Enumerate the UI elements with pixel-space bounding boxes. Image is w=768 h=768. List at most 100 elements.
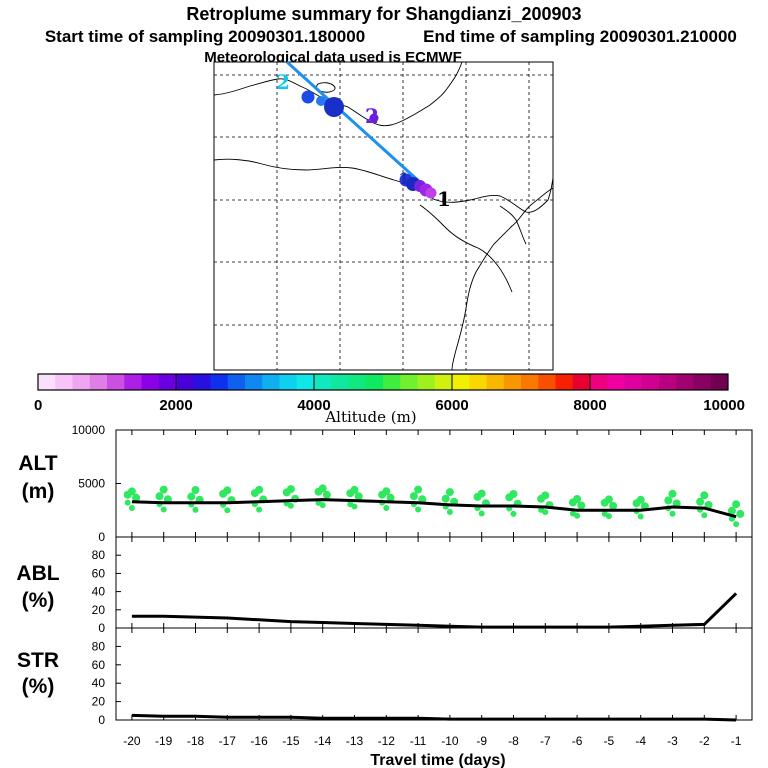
altitude-point (286, 485, 295, 494)
colorbar-cell (590, 374, 608, 390)
altitude-point (669, 510, 676, 517)
altitude-point (446, 509, 453, 515)
y-tick-label: 0 (98, 621, 105, 635)
altitude-point (601, 510, 608, 517)
colorbar-cell (641, 374, 660, 390)
colorbar-cell (141, 374, 160, 390)
panel-frame (115, 627, 753, 721)
altitude-point (132, 493, 141, 502)
y-tick-label: 0 (98, 713, 105, 727)
altitude-point (128, 505, 135, 511)
x-tick-label: -3 (667, 734, 678, 748)
altitude-point (160, 506, 167, 513)
altitude-point (704, 501, 713, 509)
colorbar-cell (38, 374, 56, 390)
colorbar-cell (348, 374, 367, 390)
altitude-point (191, 486, 200, 494)
panel-ylabel-unit: (%) (22, 675, 55, 698)
altitude-point (541, 491, 550, 500)
altitude-point (664, 496, 673, 505)
colorbar-cell (693, 374, 712, 390)
colorbar-cell (624, 374, 643, 390)
altitude-point (382, 487, 391, 496)
x-tick-label: -14 (314, 734, 332, 748)
plume-marker (425, 187, 437, 199)
colorbar-cell (538, 374, 556, 390)
altitude-colorbar: 0 2000 4000 6000 8000 10000 Altitude (m) (34, 373, 745, 426)
colorbar-cell (176, 374, 194, 390)
map-frame (213, 61, 554, 371)
colorbar-tick-label: 2000 (159, 397, 192, 414)
colorbar-cell (486, 374, 505, 390)
altitude-point (510, 510, 517, 517)
colorbar-cell (469, 374, 487, 390)
colorbar-cell (296, 374, 315, 390)
colorbar-cell (503, 374, 522, 390)
panel-ylabel: STR (17, 649, 59, 672)
x-tick-label: -1 (731, 734, 742, 748)
colorbar-cell (193, 374, 211, 390)
colorbar-cell (262, 374, 280, 390)
colorbar-cell (383, 374, 401, 390)
colorbar-cell (314, 374, 332, 390)
altitude-point (441, 494, 450, 503)
x-tick-label: -15 (282, 734, 300, 748)
colorbar-cell (607, 374, 625, 390)
y-tick-label: 80 (92, 548, 106, 562)
colorbar-cell (158, 374, 177, 390)
colorbar-cell (521, 374, 539, 390)
altitude-point (668, 489, 677, 498)
map-label-end: 1 (437, 187, 451, 211)
altitude-point (127, 487, 136, 496)
x-tick-label: -10 (441, 734, 459, 748)
altitude-point (569, 510, 576, 517)
y-tick-label: 20 (92, 603, 106, 617)
panel-frame (115, 429, 753, 538)
altitude-point (155, 492, 164, 501)
x-axis-label: Travel time (days) (370, 752, 505, 768)
altitude-point (350, 485, 359, 494)
colorbar-tick-label: 10000 (703, 397, 745, 414)
altitude-point (347, 501, 354, 508)
altitude-point (604, 495, 613, 504)
colorbar-cell (555, 374, 574, 390)
str-line (131, 713, 737, 722)
x-tick-label: -20 (123, 734, 141, 748)
x-tick-label: -9 (476, 734, 487, 748)
altitude-point (322, 490, 331, 499)
colorbar-cell (659, 374, 677, 390)
panel-ylabel: ABL (16, 562, 59, 585)
altitude-point (732, 500, 741, 509)
colorbar-cell (710, 374, 729, 390)
altitude-point (609, 501, 618, 510)
colorbar-frame (37, 373, 729, 391)
altitude-point (478, 510, 485, 517)
x-tick-label: -4 (635, 734, 646, 748)
x-tick-label: -12 (378, 734, 396, 748)
trajectory-map: 2 2 1 1 (213, 60, 554, 371)
altitude-point (386, 493, 395, 502)
altitude-point (736, 509, 745, 518)
altitude-point (418, 495, 427, 504)
colorbar-tick-label: 6000 (435, 397, 468, 414)
y-tick-label: 80 (92, 639, 106, 653)
altitude-point (701, 512, 708, 519)
trajectory-track (285, 60, 434, 195)
plume-marker (324, 97, 344, 117)
plume-marker (316, 96, 326, 106)
colorbar-cell (227, 374, 246, 390)
altitude-point (315, 499, 322, 506)
y-tick-label: 60 (92, 566, 106, 580)
map-label-cluster: 1 (398, 169, 409, 188)
colorbar-cell (400, 374, 418, 390)
map-gridlines (214, 62, 553, 370)
x-tick-label: -13 (346, 734, 364, 748)
colorbar-tick-label: 8000 (573, 397, 606, 414)
y-tick-label: 40 (92, 676, 106, 690)
altitude-point (354, 492, 363, 501)
colorbar-cell (452, 374, 470, 390)
altitude-point (192, 506, 199, 513)
altitude-point (224, 507, 231, 514)
